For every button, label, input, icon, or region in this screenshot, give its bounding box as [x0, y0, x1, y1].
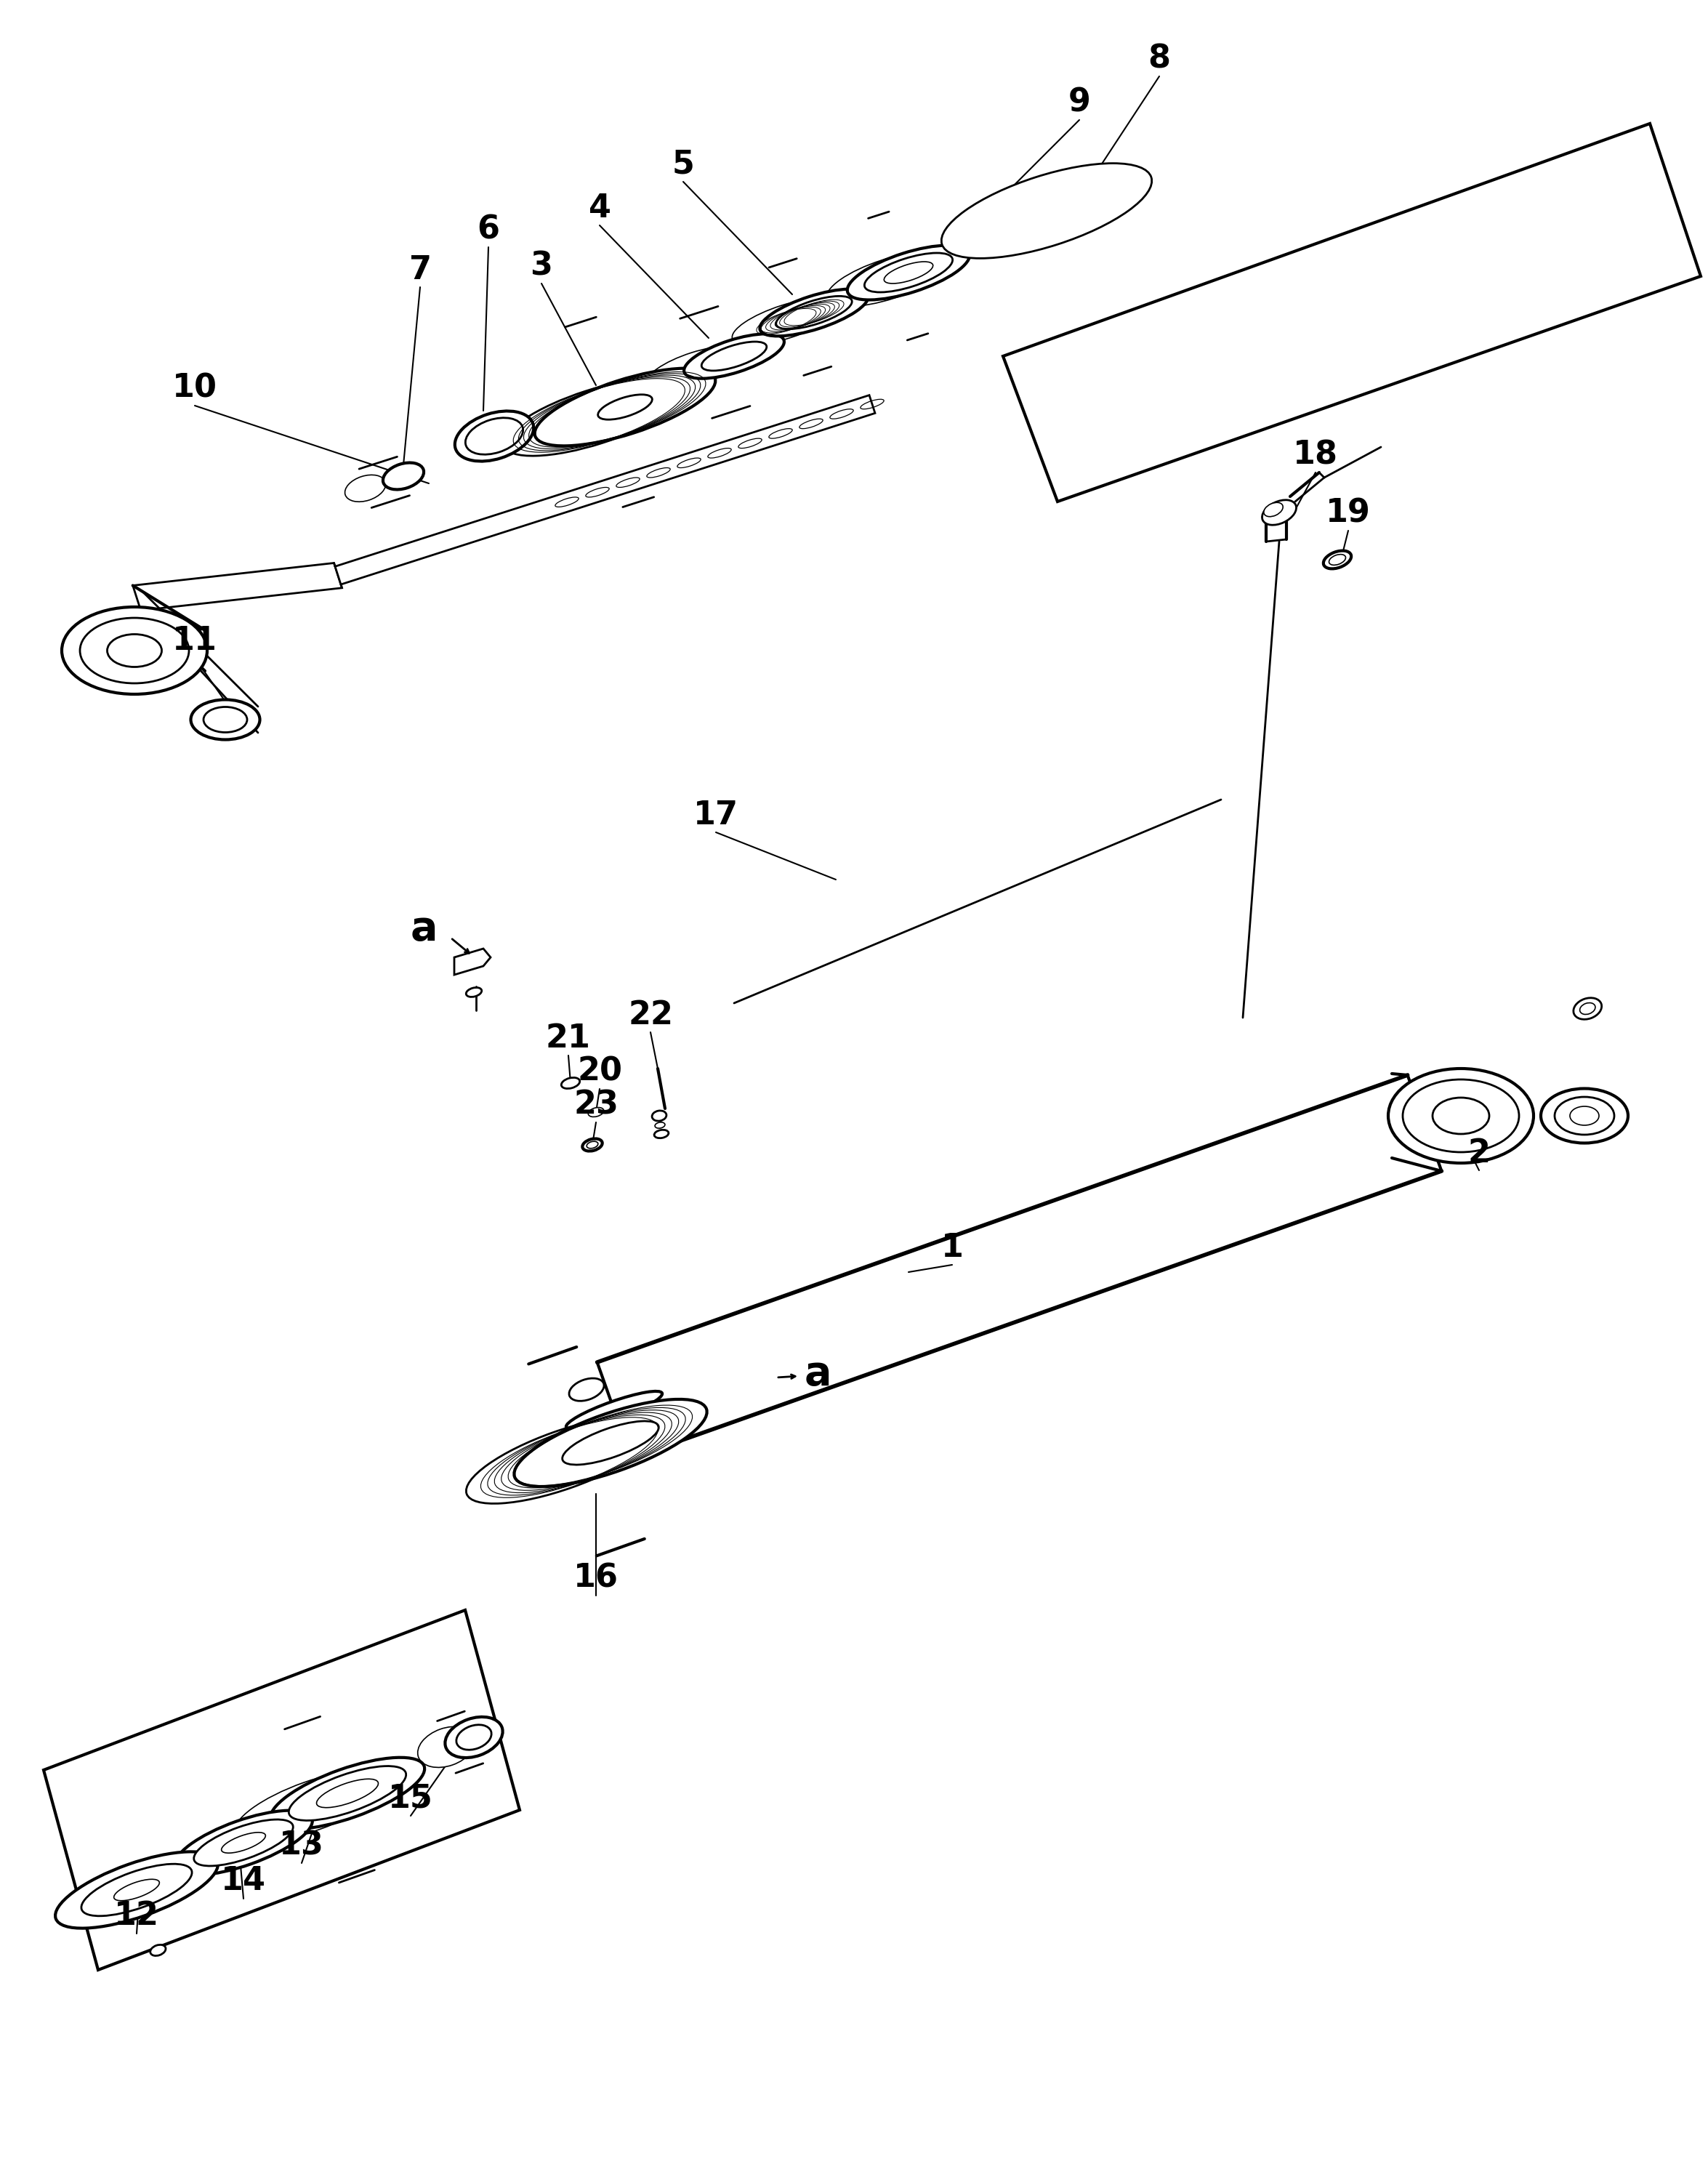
Ellipse shape — [535, 368, 716, 447]
Ellipse shape — [586, 1142, 598, 1149]
Ellipse shape — [234, 1770, 389, 1842]
Ellipse shape — [108, 634, 162, 667]
Polygon shape — [133, 562, 342, 610]
Polygon shape — [335, 395, 874, 584]
Ellipse shape — [1324, 552, 1351, 569]
Text: 6: 6 — [477, 214, 500, 246]
Ellipse shape — [565, 1391, 663, 1430]
Text: 18: 18 — [1293, 440, 1337, 471]
Text: 14: 14 — [220, 1866, 266, 1897]
Text: 17: 17 — [693, 800, 738, 831]
Text: 12: 12 — [114, 1901, 159, 1931]
Text: 19: 19 — [1325, 497, 1372, 530]
Ellipse shape — [1262, 499, 1296, 525]
Ellipse shape — [654, 1123, 664, 1129]
Ellipse shape — [760, 290, 868, 336]
Ellipse shape — [466, 1417, 659, 1504]
Text: 21: 21 — [547, 1022, 591, 1053]
Polygon shape — [44, 1611, 519, 1971]
Ellipse shape — [702, 342, 767, 371]
Ellipse shape — [1389, 1068, 1534, 1164]
Ellipse shape — [1329, 554, 1346, 565]
Text: 22: 22 — [629, 998, 673, 1031]
Polygon shape — [1003, 124, 1701, 501]
Ellipse shape — [270, 1757, 425, 1829]
Ellipse shape — [733, 299, 840, 344]
Text: 2: 2 — [1467, 1138, 1491, 1168]
Ellipse shape — [1570, 1107, 1599, 1125]
Text: 4: 4 — [588, 192, 611, 225]
Ellipse shape — [193, 1820, 294, 1866]
Ellipse shape — [588, 1107, 605, 1116]
Text: 9: 9 — [1068, 87, 1090, 118]
Ellipse shape — [562, 1077, 579, 1088]
Ellipse shape — [114, 1879, 159, 1901]
Text: 3: 3 — [529, 251, 553, 281]
Ellipse shape — [514, 1400, 707, 1487]
Ellipse shape — [569, 1378, 605, 1402]
Text: 10: 10 — [173, 373, 217, 403]
Text: 20: 20 — [577, 1055, 622, 1088]
Ellipse shape — [203, 706, 248, 732]
Text: a: a — [410, 909, 437, 948]
Text: 16: 16 — [574, 1563, 618, 1594]
Ellipse shape — [646, 347, 746, 390]
Text: 7: 7 — [408, 255, 432, 286]
Ellipse shape — [150, 1945, 166, 1955]
Text: 1: 1 — [941, 1232, 963, 1262]
Text: 8: 8 — [1148, 44, 1170, 74]
Ellipse shape — [446, 1718, 502, 1757]
Ellipse shape — [968, 177, 1124, 246]
Ellipse shape — [598, 395, 652, 419]
Ellipse shape — [82, 1864, 191, 1916]
Ellipse shape — [582, 1138, 603, 1151]
Text: a: a — [804, 1354, 832, 1393]
Ellipse shape — [383, 462, 424, 491]
Ellipse shape — [827, 253, 950, 307]
Ellipse shape — [465, 419, 523, 453]
Ellipse shape — [222, 1833, 265, 1853]
Ellipse shape — [61, 606, 207, 693]
Ellipse shape — [454, 412, 533, 462]
Polygon shape — [598, 1075, 1442, 1458]
Text: 11: 11 — [173, 626, 217, 656]
Ellipse shape — [1264, 504, 1283, 517]
Ellipse shape — [80, 617, 190, 682]
Ellipse shape — [1541, 1088, 1628, 1142]
Ellipse shape — [174, 1809, 313, 1875]
Text: 13: 13 — [278, 1829, 325, 1862]
Ellipse shape — [345, 475, 386, 501]
Ellipse shape — [316, 1779, 377, 1807]
Ellipse shape — [652, 1110, 666, 1121]
Ellipse shape — [504, 379, 685, 456]
Ellipse shape — [289, 1766, 407, 1820]
Ellipse shape — [1554, 1097, 1614, 1136]
Ellipse shape — [654, 1129, 668, 1138]
Ellipse shape — [1433, 1099, 1489, 1134]
Ellipse shape — [456, 1724, 492, 1751]
Ellipse shape — [562, 1421, 659, 1465]
Text: 15: 15 — [388, 1783, 434, 1814]
Ellipse shape — [418, 1727, 475, 1768]
Ellipse shape — [466, 988, 482, 996]
Ellipse shape — [941, 163, 1151, 257]
Ellipse shape — [885, 262, 933, 283]
Text: 23: 23 — [574, 1090, 618, 1121]
Ellipse shape — [1580, 1003, 1595, 1014]
Polygon shape — [454, 948, 490, 974]
Text: 5: 5 — [671, 148, 695, 181]
Ellipse shape — [683, 334, 784, 379]
Ellipse shape — [55, 1851, 219, 1929]
Ellipse shape — [1573, 998, 1602, 1020]
Ellipse shape — [1402, 1079, 1518, 1153]
Ellipse shape — [847, 246, 970, 301]
Ellipse shape — [191, 700, 260, 739]
Ellipse shape — [864, 253, 953, 292]
